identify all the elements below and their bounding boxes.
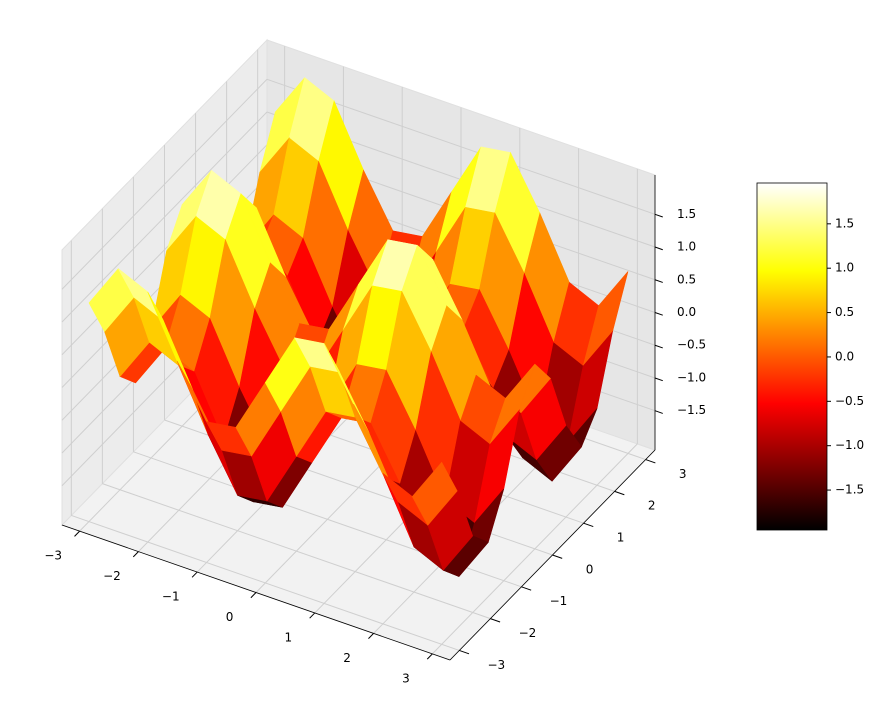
y-tick [645,459,656,464]
x-tick [426,653,433,660]
y-tick [552,554,563,559]
x-tick [132,551,139,558]
colorbar-tick-label: −1.0 [835,438,864,452]
y-tick-label: 1 [617,530,625,544]
x-tick-label: −2 [103,569,121,583]
grid-line [61,144,268,356]
y-axis-line [449,449,656,661]
z-tick [654,213,663,218]
y-tick-label: −1 [550,594,568,608]
x-tick-label: 3 [402,671,410,685]
x-tick [191,571,198,578]
z-tick [654,344,663,349]
colorbar-tick-label: −0.5 [835,394,864,408]
z-tick [654,410,663,414]
y-tick [583,522,594,528]
grid-line [61,111,268,323]
colorbar-tick-label: 1.0 [835,261,854,275]
y-tick-label: −2 [519,626,537,640]
colorbar-tick-label: 1.5 [835,216,854,230]
y-tick [614,490,625,496]
z-tick-label: 0.5 [677,272,696,286]
x-axis-line [61,524,451,661]
z-tick-label: −0.5 [677,338,706,352]
y-tick [521,586,532,591]
grid-line [61,78,268,290]
z-tick [654,312,663,316]
z-tick-label: 0.0 [677,305,696,319]
colorbar [756,182,828,531]
y-tick-label: 0 [586,562,594,576]
z-tick-label: −1.5 [677,403,706,417]
z-tick-label: 1.0 [677,240,696,254]
z-tick-label: 1.5 [677,207,696,221]
grid-line [102,483,491,620]
y-tick [490,618,501,623]
y-tick-label: 3 [679,467,687,481]
surface-patch [411,461,458,526]
x-tick [250,592,257,599]
x-tick [368,633,374,640]
x-tick-label: 1 [285,630,293,644]
y-tick [459,649,470,655]
x-tick-label: −3 [44,549,62,563]
colorbar-tick-label: 0.5 [835,305,854,319]
z-tick [654,279,663,283]
x-tick-label: −1 [162,589,180,603]
x-tick-label: 2 [343,651,351,665]
colorbar-tick-label: 0.0 [835,349,854,363]
z-tick [654,377,663,382]
y-tick-label: 2 [648,499,656,513]
y-tick-label: −3 [488,658,506,672]
z-tick-label: −1.0 [677,370,706,384]
z-tick [654,246,663,251]
x-tick-label: 0 [226,610,234,624]
colorbar-tick-label: −1.5 [835,483,864,497]
x-tick [74,530,80,537]
x-tick [309,612,316,619]
grid-line [71,514,460,651]
